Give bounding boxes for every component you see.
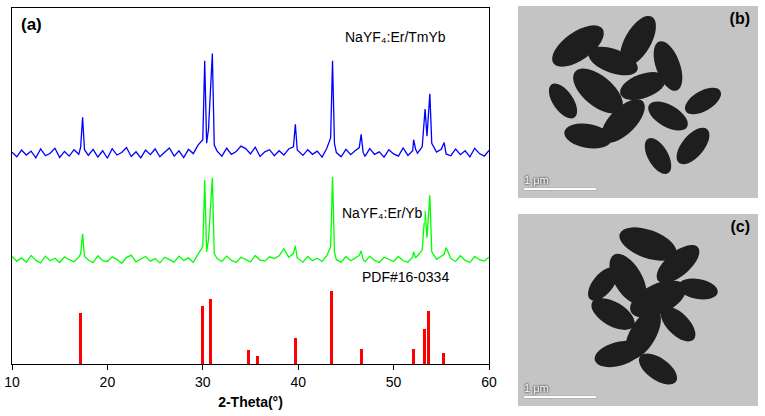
html-text:(b): (b) xyxy=(729,10,750,27)
svg-text:PDF#16-0334: PDF#16-0334 xyxy=(362,269,449,285)
svg-text:30: 30 xyxy=(195,374,211,390)
svg-text:50: 50 xyxy=(386,374,402,390)
svg-text:10: 10 xyxy=(4,374,20,390)
svg-text:40: 40 xyxy=(290,374,306,390)
svg-text:20: 20 xyxy=(100,374,116,390)
svg-text:2-Theta(°): 2-Theta(°) xyxy=(218,394,283,410)
svg-text:NaYF₄:Er/Yb: NaYF₄:Er/Yb xyxy=(342,205,423,221)
svg-text:NaYF₄:Er/TmYb: NaYF₄:Er/TmYb xyxy=(345,29,446,45)
svg-text:60: 60 xyxy=(481,374,497,390)
html-text:1 μm: 1 μm xyxy=(524,174,549,186)
html-text:(c): (c) xyxy=(730,218,750,235)
html-text:1 μm: 1 μm xyxy=(524,382,549,394)
svg-text:(a): (a) xyxy=(21,15,42,34)
